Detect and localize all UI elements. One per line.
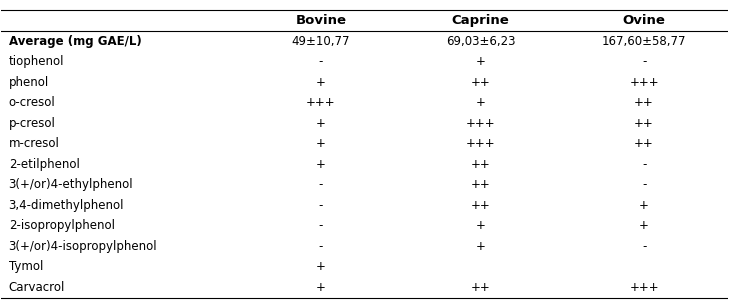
Text: +: + xyxy=(316,76,326,89)
Text: +++: +++ xyxy=(306,96,336,109)
Text: tiophenol: tiophenol xyxy=(9,55,64,68)
Text: Caprine: Caprine xyxy=(452,14,510,27)
Text: 49±10,77: 49±10,77 xyxy=(292,35,350,48)
Text: +++: +++ xyxy=(629,281,659,294)
Text: +: + xyxy=(316,158,326,171)
Text: +: + xyxy=(476,219,486,232)
Text: m-cresol: m-cresol xyxy=(9,137,60,150)
Text: -: - xyxy=(319,219,323,232)
Text: ++: ++ xyxy=(634,96,654,109)
Text: +: + xyxy=(476,240,486,253)
Text: 3,4-dimethylphenol: 3,4-dimethylphenol xyxy=(9,199,124,212)
Text: 69,03±6,23: 69,03±6,23 xyxy=(446,35,515,48)
Text: ++: ++ xyxy=(471,178,491,191)
Text: Ovine: Ovine xyxy=(623,14,666,27)
Text: -: - xyxy=(319,55,323,68)
Text: +: + xyxy=(316,117,326,130)
Text: ++: ++ xyxy=(634,137,654,150)
Text: 3(+/or)4-isopropylphenol: 3(+/or)4-isopropylphenol xyxy=(9,240,157,253)
Text: Bovine: Bovine xyxy=(295,14,346,27)
Text: 2-etilphenol: 2-etilphenol xyxy=(9,158,79,171)
Text: +: + xyxy=(639,199,649,212)
Text: +: + xyxy=(316,137,326,150)
Text: -: - xyxy=(642,240,647,253)
Text: +: + xyxy=(316,281,326,294)
Text: -: - xyxy=(642,178,647,191)
Text: phenol: phenol xyxy=(9,76,49,89)
Text: -: - xyxy=(319,240,323,253)
Text: +++: +++ xyxy=(466,137,496,150)
Text: Carvacrol: Carvacrol xyxy=(9,281,65,294)
Text: +: + xyxy=(476,55,486,68)
Text: ++: ++ xyxy=(634,117,654,130)
Text: -: - xyxy=(319,199,323,212)
Text: +++: +++ xyxy=(466,117,496,130)
Text: 3(+/or)4-ethylphenol: 3(+/or)4-ethylphenol xyxy=(9,178,133,191)
Text: ++: ++ xyxy=(471,158,491,171)
Text: +++: +++ xyxy=(629,76,659,89)
Text: +: + xyxy=(476,96,486,109)
Text: +: + xyxy=(639,219,649,232)
Text: p-cresol: p-cresol xyxy=(9,117,55,130)
Text: ++: ++ xyxy=(471,76,491,89)
Text: Average (mg GAE/L): Average (mg GAE/L) xyxy=(9,35,141,48)
Text: -: - xyxy=(642,158,647,171)
Text: 2-isopropylphenol: 2-isopropylphenol xyxy=(9,219,114,232)
Text: o-cresol: o-cresol xyxy=(9,96,55,109)
Text: ++: ++ xyxy=(471,199,491,212)
Text: +: + xyxy=(316,260,326,273)
Text: ++: ++ xyxy=(471,281,491,294)
Text: 167,60±58,77: 167,60±58,77 xyxy=(602,35,686,48)
Text: -: - xyxy=(319,178,323,191)
Text: -: - xyxy=(642,55,647,68)
Text: Tymol: Tymol xyxy=(9,260,43,273)
